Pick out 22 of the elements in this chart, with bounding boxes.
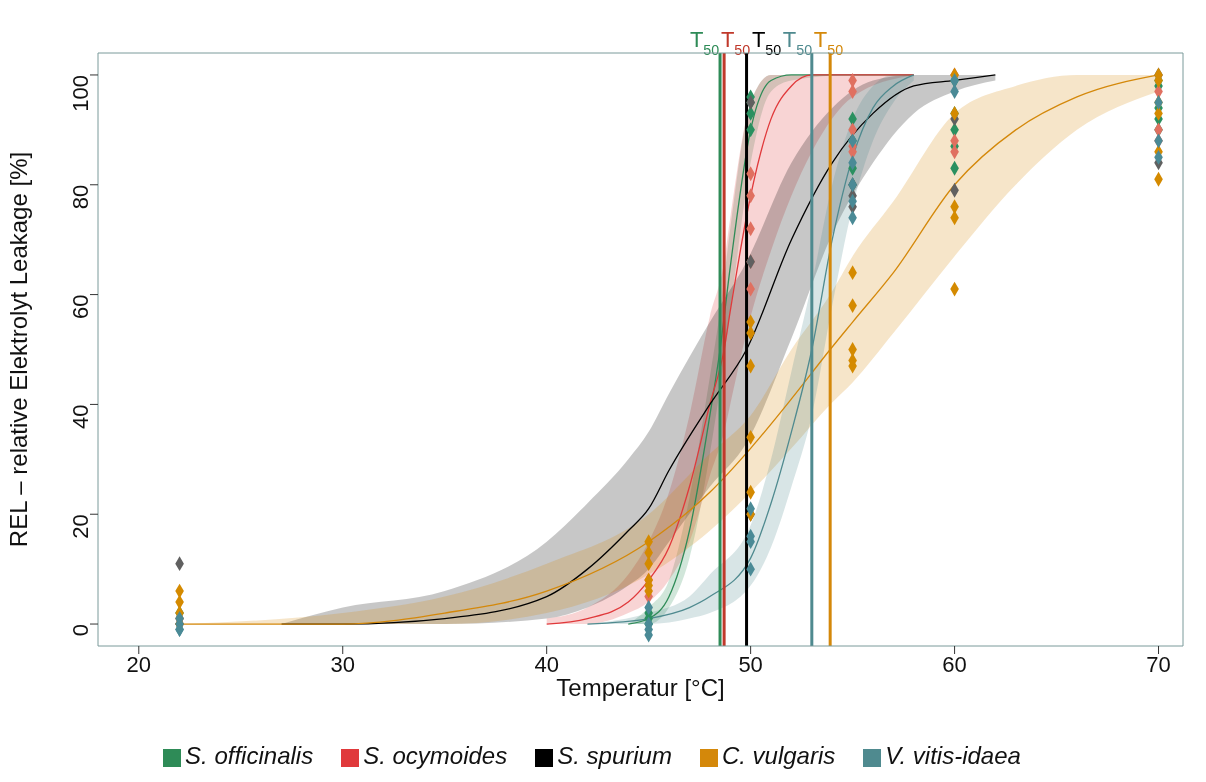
- ref-line-label: T$_{50}$: [782, 27, 813, 58]
- legend-label: C. vulgaris: [721, 742, 836, 769]
- legend-label: S. officinalis: [185, 742, 314, 769]
- y-tick-label: 40: [67, 404, 93, 429]
- x-axis-title: Temperatur [°C]: [556, 674, 725, 701]
- legend-label: S. spurium: [557, 742, 672, 769]
- x-tick-label: 30: [330, 651, 355, 677]
- x-tick-label: 20: [126, 651, 152, 677]
- y-axis-title: REL – relative Elektrolyt Leakage [%]: [4, 151, 32, 548]
- ref-line-label: T$_{50}$: [689, 27, 720, 58]
- y-tick-label: 60: [67, 294, 93, 320]
- y-tick-label: 20: [67, 514, 93, 539]
- x-tick-label: 60: [942, 651, 967, 677]
- legend-label: S. ocymoides: [363, 742, 508, 769]
- y-tick-label: 100: [67, 74, 93, 112]
- x-tick-label: 50: [738, 651, 763, 677]
- y-tick-label: 0: [67, 624, 93, 637]
- x-tick-label: 70: [1146, 651, 1171, 677]
- ref-line-label: T$_{50}$: [751, 27, 782, 58]
- y-tick-label: 80: [67, 184, 93, 210]
- x-tick-label: 40: [534, 651, 559, 677]
- legend-label: V. vitis-idaea: [885, 742, 1021, 769]
